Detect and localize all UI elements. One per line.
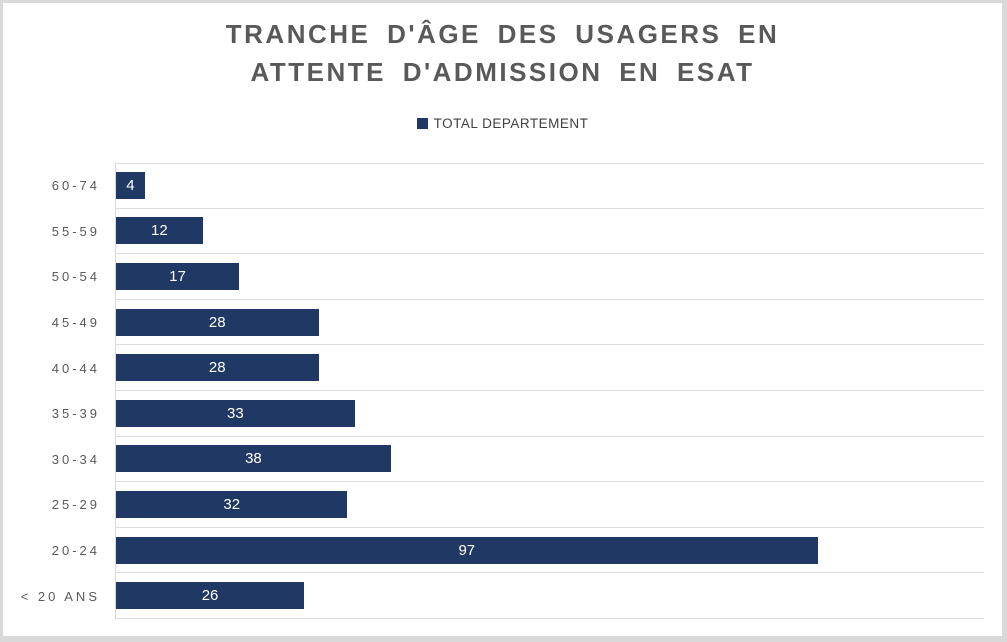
- bar-value-label: 28: [208, 359, 226, 377]
- bar-cell: 12: [115, 208, 984, 255]
- bar-value-label: 12: [151, 222, 168, 240]
- bar-cell: 28: [115, 345, 984, 391]
- category-label: 55-59: [51, 223, 100, 239]
- chart-row: 35-39 33: [3, 390, 984, 437]
- chart-title: TRANCHE D'ÂGE DES USAGERS EN ATTENTE D'A…: [225, 19, 780, 87]
- bar-value-label: 38: [245, 450, 262, 468]
- bar: 28: [116, 354, 319, 382]
- bar-value-label: 28: [208, 313, 226, 331]
- bar: 32: [116, 490, 348, 518]
- category-label: 30-34: [51, 451, 100, 467]
- chart-row: < 20 ANS 26: [3, 573, 984, 619]
- plot-area: 60-74 4 55-59 12 50-54 17 45-49 28: [3, 163, 984, 619]
- category-label: 45-49: [51, 315, 100, 331]
- chart-row: 20-24 97: [3, 527, 984, 574]
- category-label: 60-74: [51, 178, 100, 194]
- bar-value-label: 32: [223, 495, 241, 513]
- category-label: < 20 ANS: [20, 588, 100, 604]
- chart-row: 30-34 38: [3, 436, 984, 483]
- category-label: 20-24: [51, 543, 100, 559]
- bar-value-label: 17: [169, 267, 186, 285]
- bar-cell: 33: [115, 390, 984, 437]
- chart-row: 50-54 17: [3, 254, 984, 300]
- bar: 17: [116, 262, 239, 290]
- legend-swatch-icon: [416, 117, 428, 129]
- bar: 28: [116, 308, 319, 336]
- category-label: 25-29: [51, 497, 100, 513]
- bar: 12: [116, 217, 203, 245]
- bar-value-label: 97: [458, 541, 476, 559]
- bar-cell: 38: [115, 436, 984, 483]
- category-label: 50-54: [51, 269, 100, 285]
- bar-cell: 26: [115, 573, 984, 619]
- bar-value-label: 33: [227, 404, 244, 422]
- chart-row: 45-49 28: [3, 299, 984, 346]
- bar: 4: [116, 172, 145, 200]
- bar-cell: 97: [115, 527, 984, 574]
- chart-row: 40-44 28: [3, 345, 984, 391]
- bar: 33: [116, 399, 355, 427]
- category-label: 40-44: [51, 360, 100, 376]
- chart-legend: TOTAL DEPARTEMENT: [3, 115, 1002, 131]
- bar-value-label: 4: [126, 177, 135, 195]
- bar-value-label: 26: [201, 587, 219, 605]
- category-label: 35-39: [51, 406, 100, 422]
- bar-cell: 32: [115, 482, 984, 528]
- chart-row: 60-74 4: [3, 163, 984, 209]
- bar-cell: 28: [115, 299, 984, 346]
- bar: 97: [116, 536, 818, 564]
- chart-row: 55-59 12: [3, 208, 984, 255]
- bar: 26: [116, 582, 305, 610]
- legend-label: TOTAL DEPARTEMENT: [433, 115, 589, 131]
- chart-row: 25-29 32: [3, 482, 984, 528]
- bar-cell: 17: [115, 254, 984, 300]
- bar-cell: 4: [115, 163, 984, 209]
- bar: 38: [116, 445, 391, 473]
